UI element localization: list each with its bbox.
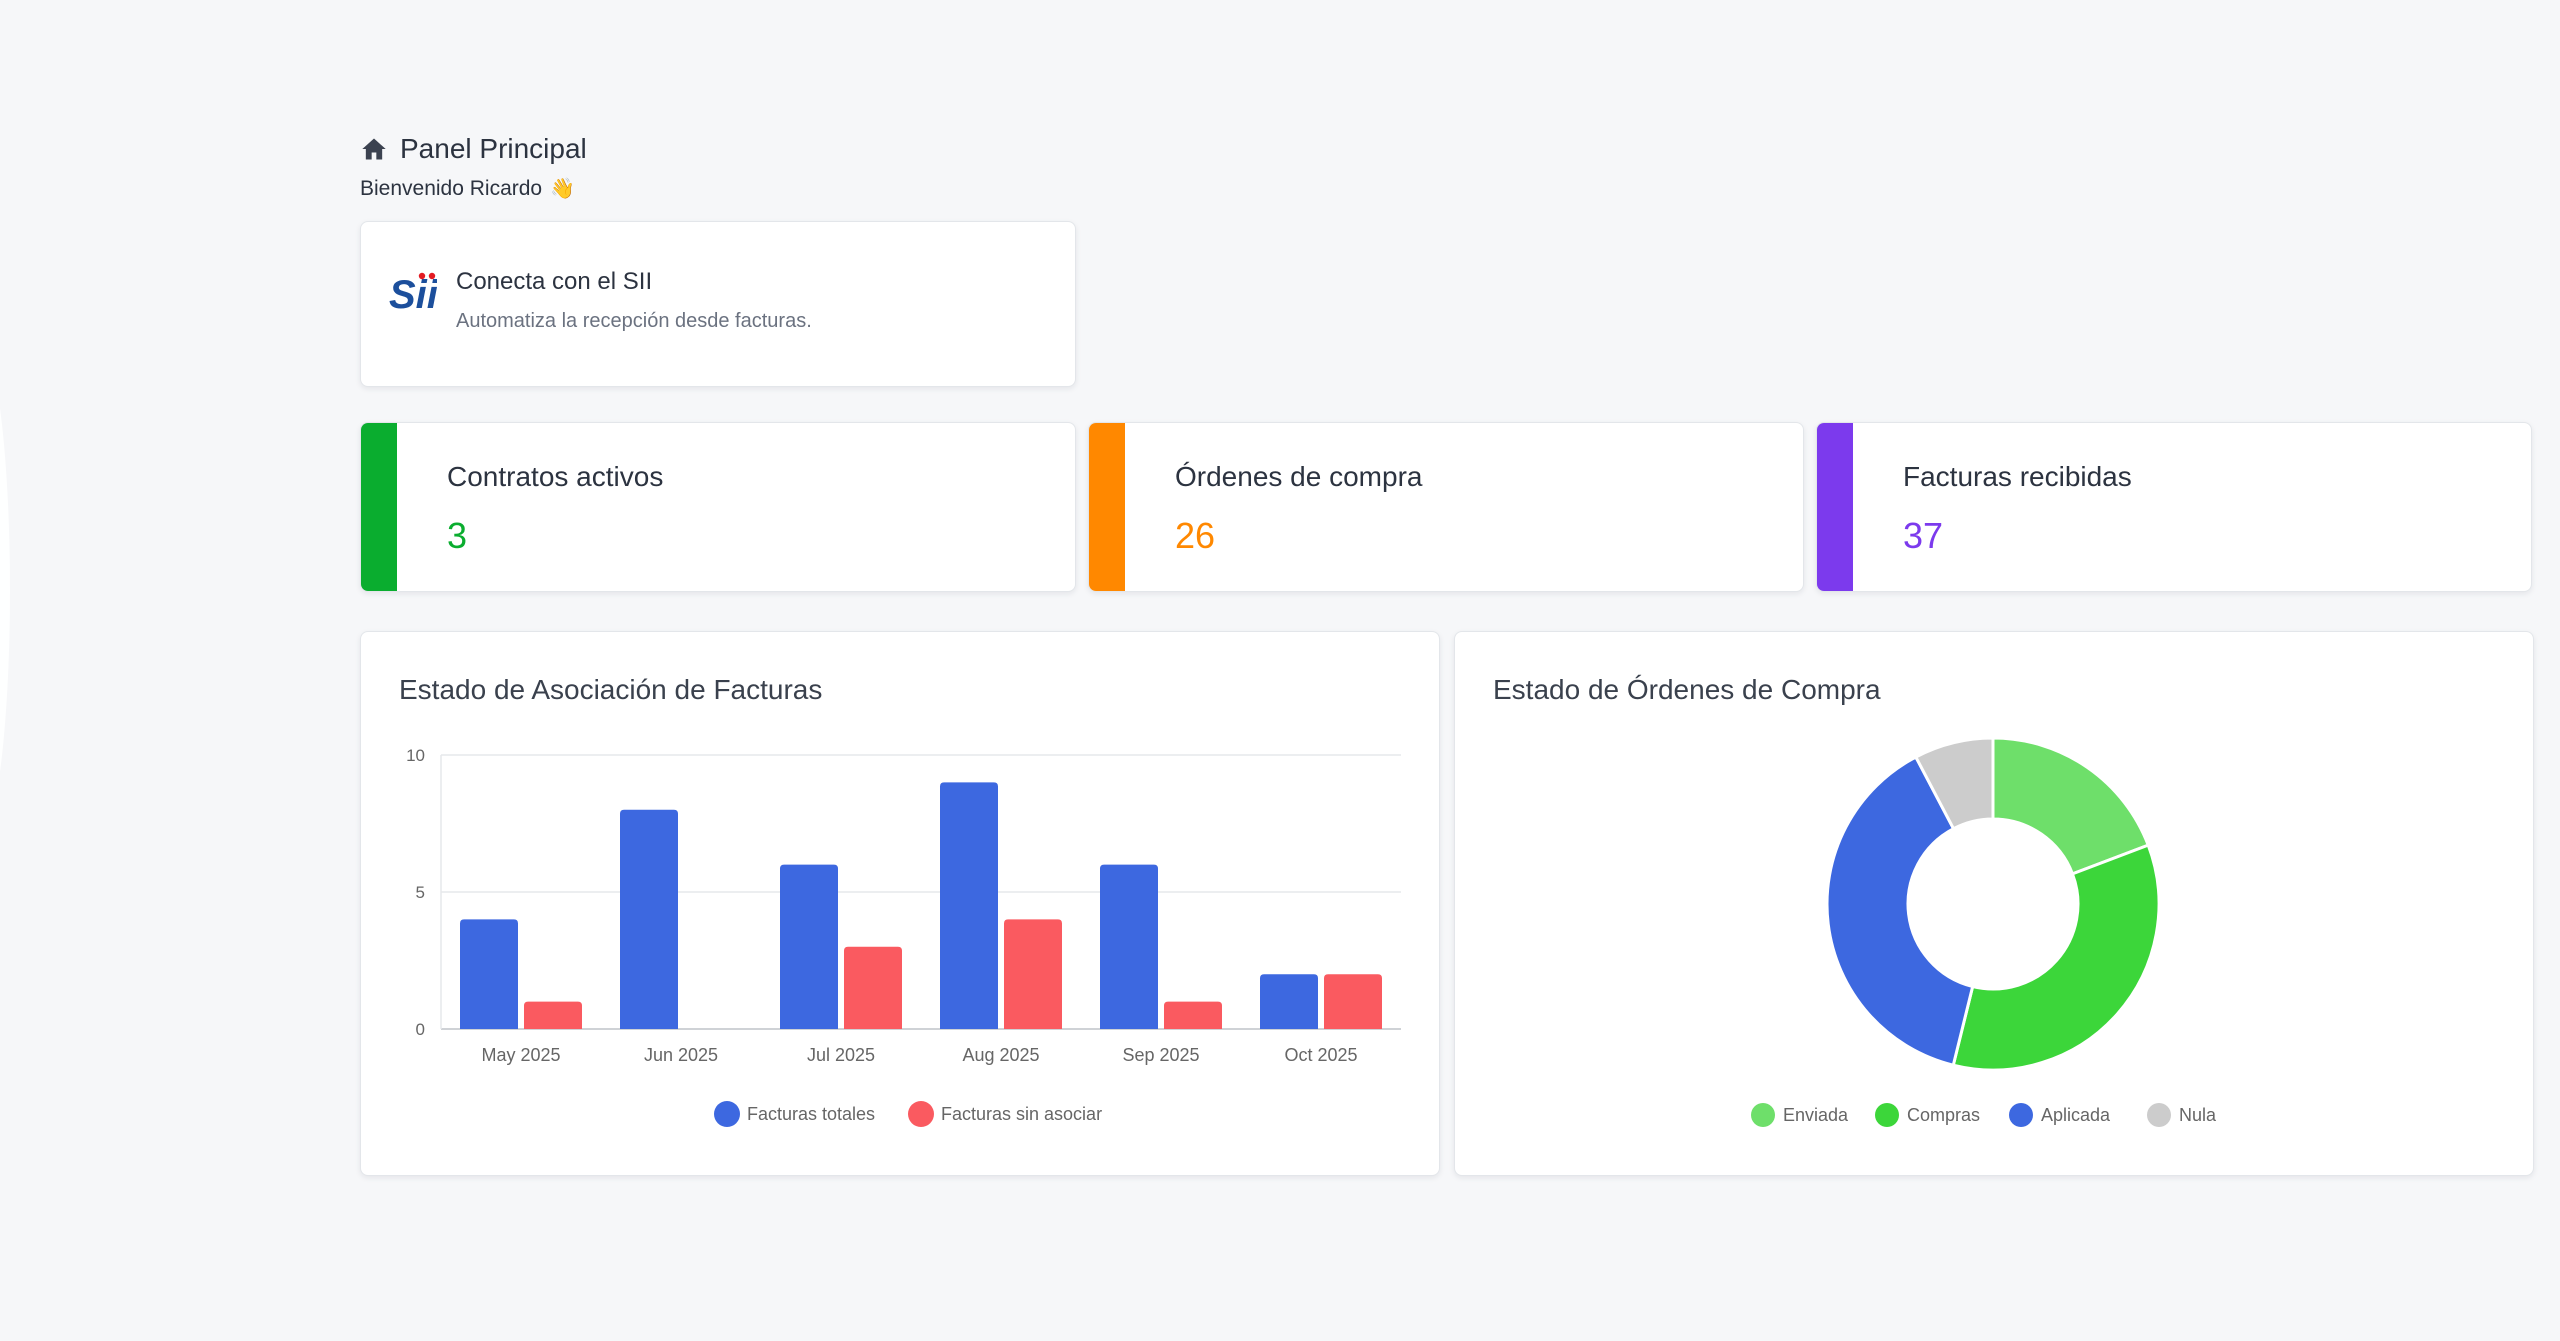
bar[interactable] xyxy=(1324,974,1382,1029)
legend-label[interactable]: Facturas totales xyxy=(747,1104,875,1124)
stat-accent-bar xyxy=(1089,423,1125,591)
donut-slice[interactable] xyxy=(1991,736,2151,876)
sii-logo: Sii xyxy=(389,272,437,314)
legend-label[interactable]: Compras xyxy=(1907,1105,1980,1125)
bar[interactable] xyxy=(524,1001,582,1029)
legend-label[interactable]: Facturas sin asociar xyxy=(941,1104,1102,1124)
donut-slice[interactable] xyxy=(1951,843,2161,1072)
sii-card-subtitle: Automatiza la recepción desde facturas. xyxy=(456,310,812,332)
stat-card-facturas[interactable]: Facturas recibidas 37 xyxy=(1816,422,2532,592)
x-tick-label: Jun 2025 xyxy=(644,1045,718,1065)
donut-chart: Enviada Compras Aplicada Nula xyxy=(1751,736,2217,1127)
stat-card-contratos[interactable]: Contratos activos 3 xyxy=(360,422,1076,592)
bar[interactable] xyxy=(620,809,678,1029)
legend-swatch[interactable] xyxy=(2009,1103,2033,1127)
title-row: Panel Principal xyxy=(360,128,587,170)
legend-swatch[interactable] xyxy=(714,1101,740,1127)
invoice-association-chart-card: Estado de Asociación de Facturas 0 5 10 May… xyxy=(360,631,1440,1176)
donut-slice[interactable] xyxy=(1913,736,1995,831)
x-tick-label: Jul 2025 xyxy=(807,1045,875,1065)
y-tick-label: 10 xyxy=(406,746,425,765)
welcome-text: Bienvenido Ricardo xyxy=(360,176,543,200)
sii-connect-card[interactable]: Sii Conecta con el SII Automatiza la rec… xyxy=(360,221,1076,387)
x-tick-label: Oct 2025 xyxy=(1284,1045,1357,1065)
sii-card-title: Conecta con el SII xyxy=(456,268,653,295)
home-icon[interactable] xyxy=(360,135,388,163)
stat-label: Contratos activos xyxy=(447,461,664,492)
stat-accent-bar xyxy=(1817,423,1853,591)
legend-swatch[interactable] xyxy=(1875,1103,1899,1127)
stat-accent-bar xyxy=(361,423,397,591)
stat-value: 37 xyxy=(1903,515,1944,556)
stat-value: 3 xyxy=(447,515,468,556)
y-tick-label: 0 xyxy=(416,1020,425,1039)
stat-label: Órdenes de compra xyxy=(1175,461,1423,492)
svg-text:Sii: Sii xyxy=(389,273,437,314)
chart-title: Estado de Órdenes de Compra xyxy=(1493,674,1881,705)
bar[interactable] xyxy=(940,782,998,1029)
x-tick-label: May 2025 xyxy=(481,1045,560,1065)
legend-label[interactable]: Nula xyxy=(2179,1105,2217,1125)
bar[interactable] xyxy=(1004,919,1062,1029)
page-header: Panel Principal Bienvenido Ricardo 👋 xyxy=(360,128,587,201)
donut-slice[interactable] xyxy=(1825,754,1975,1067)
stat-value: 26 xyxy=(1175,515,1216,556)
y-tick-label: 5 xyxy=(416,883,425,902)
bar[interactable] xyxy=(460,919,518,1029)
legend-label[interactable]: Aplicada xyxy=(2041,1105,2111,1125)
bar-chart: 0 5 10 May 2025 Jun 2025 Jul 2025 Aug 2025 Sep … xyxy=(406,746,1401,1127)
welcome-message: Bienvenido Ricardo 👋 xyxy=(360,176,587,201)
legend-label[interactable]: Enviada xyxy=(1783,1105,1849,1125)
x-tick-label: Aug 2025 xyxy=(962,1045,1039,1065)
legend-swatch[interactable] xyxy=(908,1101,934,1127)
bar[interactable] xyxy=(1164,1001,1222,1029)
stat-card-ordenes[interactable]: Órdenes de compra 26 xyxy=(1088,422,1804,592)
chart-title: Estado de Asociación de Facturas xyxy=(399,674,823,705)
stat-label: Facturas recibidas xyxy=(1903,461,2132,492)
bar[interactable] xyxy=(780,864,838,1029)
purchase-order-status-chart-card: Estado de Órdenes de Compra Enviada Compr… xyxy=(1454,631,2534,1176)
page-title: Panel Principal xyxy=(400,133,587,164)
bar[interactable] xyxy=(1260,974,1318,1029)
background-decoration xyxy=(0,330,10,850)
waving-hand-icon: 👋 xyxy=(550,178,576,200)
x-tick-label: Sep 2025 xyxy=(1122,1045,1199,1065)
bar[interactable] xyxy=(1100,864,1158,1029)
legend-swatch[interactable] xyxy=(2147,1103,2171,1127)
legend-swatch[interactable] xyxy=(1751,1103,1775,1127)
bar[interactable] xyxy=(844,946,902,1029)
